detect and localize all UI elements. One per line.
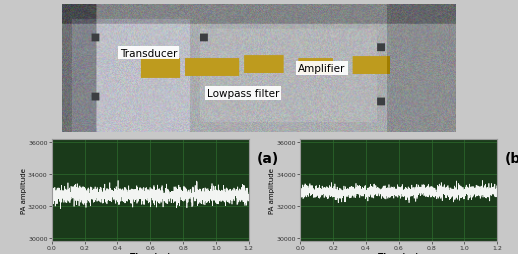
X-axis label: Time (us): Time (us) (130, 252, 170, 254)
Text: Lowpass filter: Lowpass filter (207, 89, 279, 99)
Text: Transducer: Transducer (120, 48, 178, 58)
Text: (b): (b) (505, 152, 518, 166)
Y-axis label: PA amplitude: PA amplitude (269, 168, 275, 213)
Text: Amplifier: Amplifier (298, 64, 346, 74)
X-axis label: Time (us): Time (us) (379, 252, 419, 254)
Text: (a): (a) (256, 152, 279, 166)
Y-axis label: PA amplitude: PA amplitude (21, 168, 26, 213)
